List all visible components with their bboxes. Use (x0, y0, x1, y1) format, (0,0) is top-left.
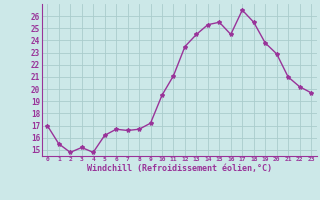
X-axis label: Windchill (Refroidissement éolien,°C): Windchill (Refroidissement éolien,°C) (87, 164, 272, 173)
